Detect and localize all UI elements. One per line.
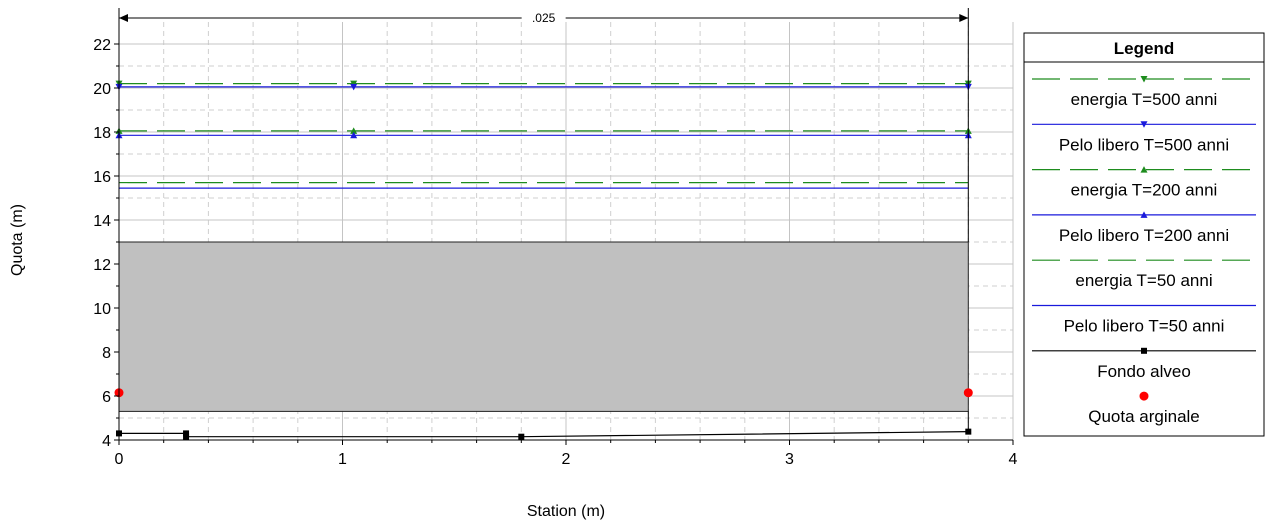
y-tick-label: 16 [93, 169, 111, 186]
y-tick-label: 22 [93, 37, 111, 54]
legend-box [1023, 32, 1265, 437]
annotation-label: .025 [532, 11, 556, 25]
x-tick-label: 4 [1009, 451, 1018, 468]
series-6-point [518, 433, 525, 440]
y-tick-label: 4 [102, 433, 111, 450]
legend-title: Legend [1114, 39, 1174, 58]
y-tick-label: 6 [102, 389, 111, 406]
y-tick-label: 10 [93, 301, 111, 318]
legend-entry-0-marker [1140, 76, 1148, 83]
series-7-point [963, 388, 973, 398]
series-0-point [350, 80, 358, 88]
x-tick-label: 0 [115, 451, 124, 468]
x-axis-title: Station (m) [527, 503, 605, 520]
legend-entry-2-marker [1140, 166, 1148, 173]
x-tick-label: 1 [338, 451, 347, 468]
legend-entry-2-label: energia T=200 anni [1071, 181, 1218, 200]
y-tick-label: 8 [102, 345, 111, 362]
series-3-point [350, 131, 358, 139]
annotation-arrow-right [959, 14, 969, 22]
legend-entry-6-label: Fondo alveo [1097, 362, 1191, 381]
y-tick-label: 14 [93, 213, 111, 230]
series-1-point [350, 83, 358, 91]
x-tick-label: 2 [562, 451, 571, 468]
legend-entry-0-label: energia T=500 anni [1071, 90, 1218, 109]
y-tick-label: 12 [93, 257, 111, 274]
legend-entry-4-label: energia T=50 anni [1075, 271, 1212, 290]
x-tick-label: 3 [785, 451, 794, 468]
fill-region [118, 241, 969, 412]
annotation-arrow-left [119, 14, 128, 22]
legend-entry-7-marker [1139, 391, 1149, 401]
legend-entry-1-marker [1140, 121, 1148, 128]
series-6-line [119, 431, 969, 438]
legend: Legend energia T=500 anni Pelo libero T=5… [1023, 32, 1265, 437]
y-axis-title: Quota (m) [9, 204, 26, 276]
span-annotation: .025 [118, 8, 969, 440]
series-2-point [350, 127, 358, 134]
legend-entry-5-label: Pelo libero T=50 anni [1064, 317, 1225, 336]
legend-entry-1-label: Pelo libero T=500 anni [1059, 135, 1229, 154]
y-tick-label: 18 [93, 125, 111, 142]
legend-entry-3-marker [1140, 211, 1148, 218]
y-tick-label: 20 [93, 81, 111, 98]
grey-section-area [118, 241, 969, 412]
legend-entry-3-label: Pelo libero T=200 anni [1059, 226, 1229, 245]
legend-entry-7-label: Quota arginale [1088, 407, 1200, 426]
legend-entry-6-marker [1141, 347, 1147, 354]
series-6-point [183, 430, 190, 437]
series-6-point [183, 433, 190, 440]
series-layer [114, 80, 973, 440]
